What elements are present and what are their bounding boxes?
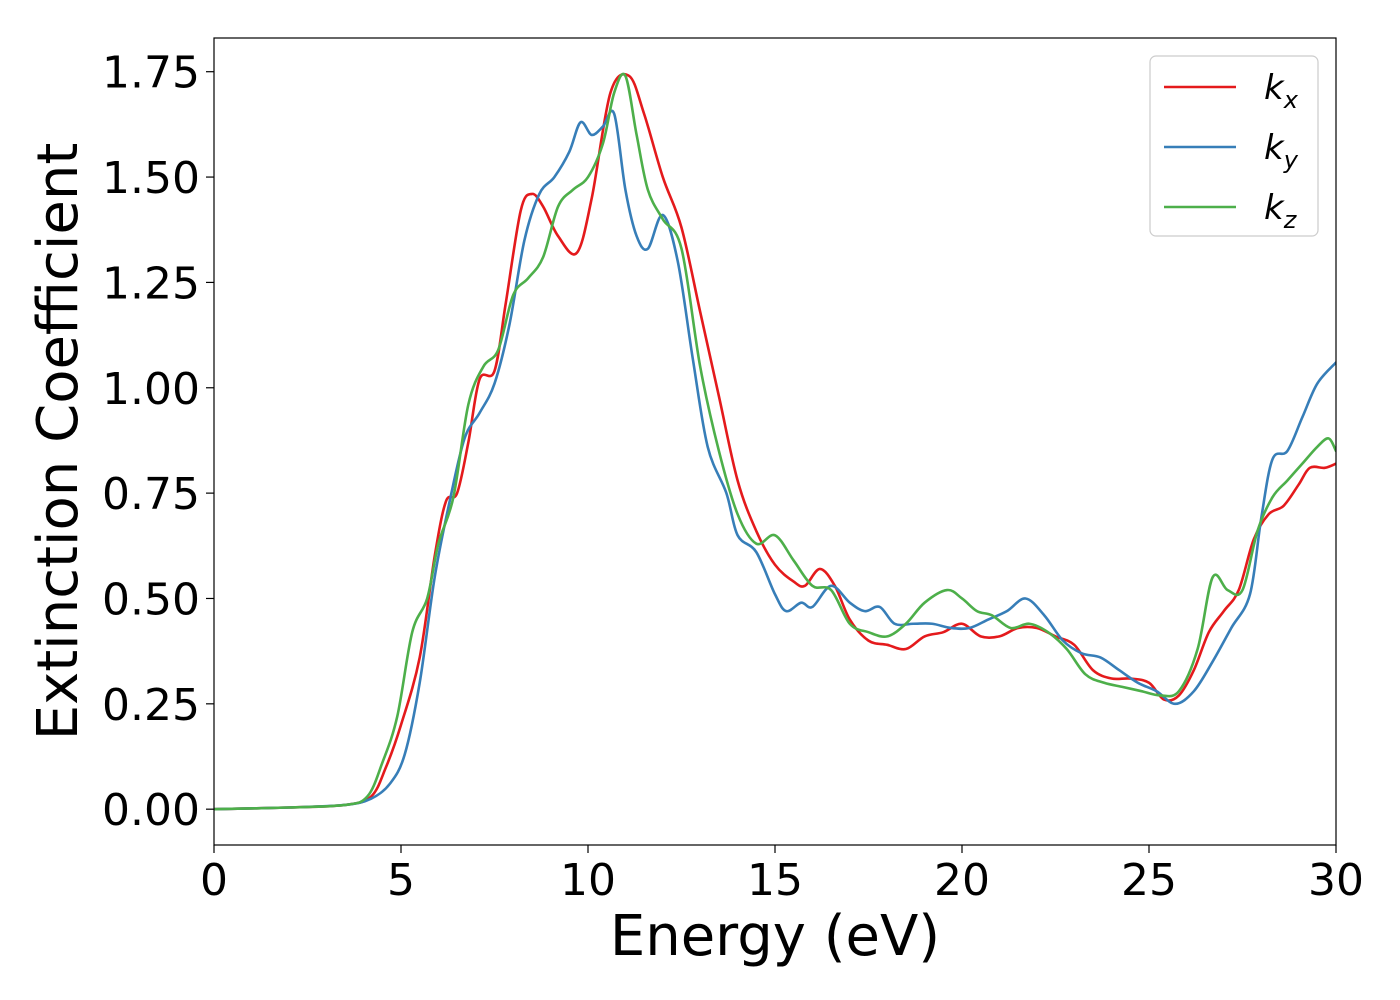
x-tick-label: 20 — [934, 855, 990, 906]
legend-label: ky — [1264, 128, 1299, 174]
legend-item-x: kx — [1164, 68, 1299, 114]
y-tick-label: 0.75 — [102, 469, 200, 520]
y-tick-label: 1.75 — [102, 48, 200, 99]
y-tick-label: 0.00 — [102, 785, 200, 836]
legend-label-subscript: x — [1283, 86, 1299, 114]
x-tick-label: 25 — [1121, 855, 1177, 906]
x-tick-label: 5 — [387, 855, 415, 906]
y-tick-label: 1.25 — [102, 258, 200, 309]
x-tick-label: 30 — [1308, 855, 1364, 906]
legend-item-y: ky — [1164, 128, 1299, 174]
series-line-y — [214, 109, 1336, 811]
legend-label-base: k — [1264, 68, 1285, 108]
y-tick-label: 0.50 — [102, 574, 200, 625]
x-axis-ticks: 0 5 10 15 20 25 30 — [200, 845, 1364, 906]
legend-label-subscript: z — [1283, 206, 1298, 234]
y-axis-ticks: 0.00 0.25 0.50 0.75 1.00 1.25 1.50 1.75 — [102, 48, 214, 836]
legend-item-z: kz — [1164, 188, 1298, 234]
x-tick-label: 15 — [747, 855, 803, 906]
legend-label-base: k — [1264, 128, 1285, 168]
y-tick-label: 1.50 — [102, 153, 200, 204]
y-tick-label: 0.25 — [102, 680, 200, 731]
series-layer — [214, 72, 1336, 811]
x-tick-label: 10 — [560, 855, 616, 906]
legend-label: kx — [1264, 68, 1299, 114]
x-axis-label: Energy (eV) — [610, 904, 940, 969]
legend-label-base: k — [1264, 188, 1285, 228]
series-line-z — [214, 72, 1336, 811]
legend-label-subscript: y — [1283, 146, 1299, 174]
y-tick-label: 1.00 — [102, 364, 200, 415]
x-tick-label: 0 — [200, 855, 228, 906]
y-axis-label: Extinction Coefficient — [26, 143, 91, 741]
legend-label: kz — [1264, 188, 1298, 234]
